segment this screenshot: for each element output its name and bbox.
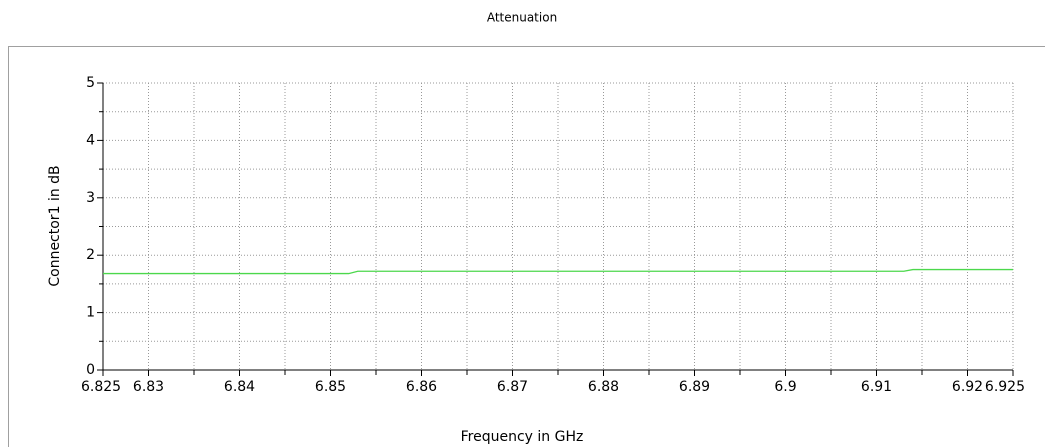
- y-axis-label: Connector1 in dB: [47, 165, 63, 286]
- x-axis-label: Frequency in GHz: [461, 429, 584, 445]
- chart-frame: [8, 46, 1045, 447]
- x-tick-label: 6.9: [774, 379, 796, 395]
- x-tick-label: 6.925: [985, 379, 1025, 395]
- x-tick-label: 6.91: [861, 379, 892, 395]
- y-tick-label: 5: [86, 75, 95, 91]
- x-tick-label: 6.825: [81, 379, 121, 395]
- chart-title: Attenuation: [487, 11, 557, 25]
- x-tick-label: 6.86: [406, 379, 437, 395]
- x-tick-label: 6.88: [588, 379, 619, 395]
- y-tick-label: 4: [86, 132, 95, 148]
- x-tick-label: 6.83: [133, 379, 164, 395]
- y-tick-label: 3: [86, 190, 95, 206]
- x-tick-label: 6.92: [952, 379, 983, 395]
- x-tick-label: 6.87: [497, 379, 528, 395]
- x-tick-label: 6.85: [315, 379, 346, 395]
- y-tick-label: 1: [86, 305, 95, 321]
- data-line: [103, 268, 1013, 275]
- x-tick-label: 6.84: [224, 379, 255, 395]
- y-tick-label: 2: [86, 247, 95, 263]
- x-tick-label: 6.89: [679, 379, 710, 395]
- y-tick-label: 0: [86, 362, 95, 378]
